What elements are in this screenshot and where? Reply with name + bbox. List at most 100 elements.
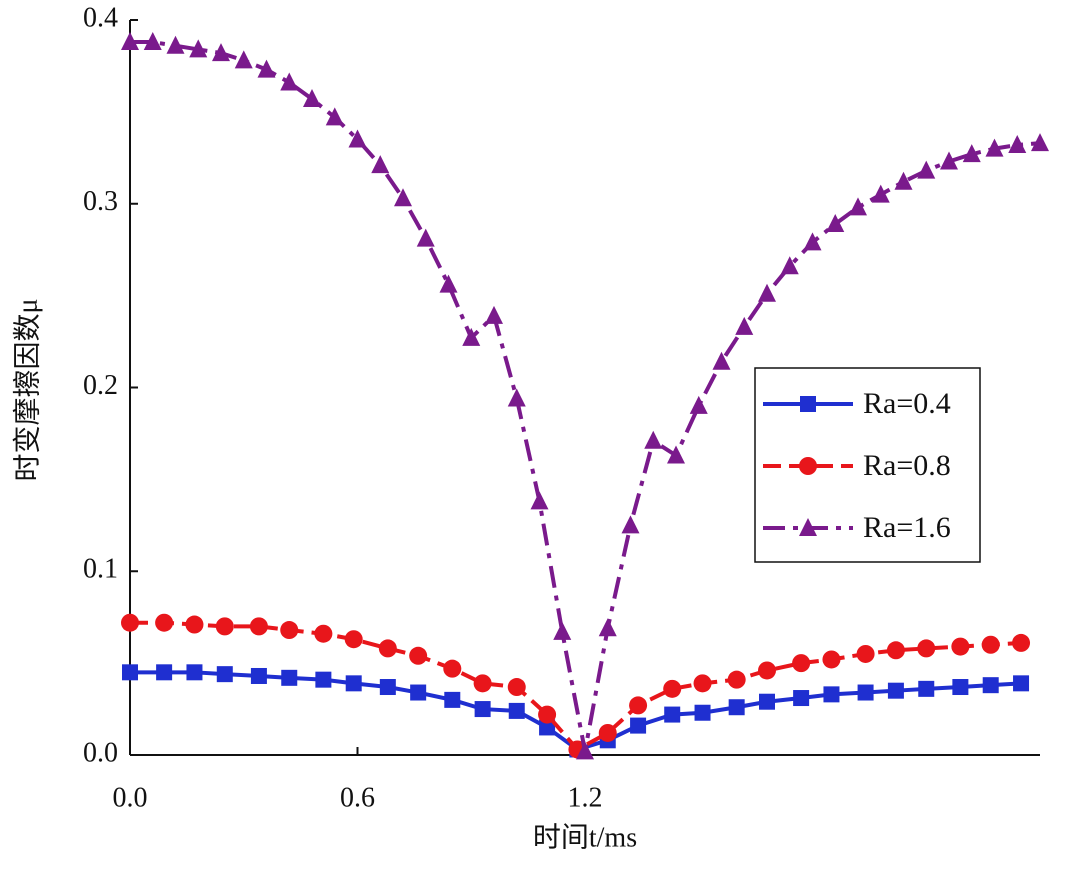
marker — [644, 430, 663, 449]
marker — [576, 741, 594, 760]
marker — [216, 666, 233, 683]
x-tick-label: 0.6 — [340, 782, 375, 813]
marker — [826, 213, 845, 232]
marker — [799, 518, 817, 536]
x-axis-label: 时间t/ms — [533, 821, 637, 853]
marker — [325, 107, 344, 126]
marker — [410, 684, 427, 701]
marker — [121, 613, 139, 632]
marker — [894, 171, 913, 190]
marker — [728, 699, 745, 716]
marker — [1008, 134, 1027, 153]
y-tick-label: 0.0 — [83, 737, 118, 768]
marker — [871, 184, 890, 203]
legend-label: Ra=0.8 — [863, 449, 951, 482]
marker — [940, 151, 958, 170]
marker — [553, 621, 572, 640]
marker — [156, 664, 173, 681]
marker — [857, 684, 874, 701]
marker — [530, 491, 549, 510]
marker — [759, 693, 775, 710]
y-tick-label: 0.3 — [83, 186, 118, 217]
marker — [485, 305, 503, 324]
marker — [257, 59, 276, 78]
marker — [189, 39, 208, 58]
marker — [281, 669, 298, 686]
marker — [664, 706, 681, 723]
marker — [849, 197, 867, 216]
y-tick-label: 0.2 — [83, 370, 118, 401]
marker — [473, 674, 492, 693]
marker — [962, 144, 981, 163]
marker — [1031, 133, 1049, 152]
legend-label: Ra=0.4 — [863, 387, 951, 420]
marker — [693, 674, 712, 693]
marker — [803, 232, 822, 251]
y-tick-label: 0.4 — [83, 2, 118, 33]
marker — [345, 675, 362, 692]
marker — [155, 613, 174, 632]
marker — [507, 678, 526, 697]
marker — [630, 717, 647, 734]
marker — [474, 701, 491, 718]
marker — [314, 624, 333, 643]
marker — [508, 702, 525, 719]
marker — [856, 644, 875, 663]
marker — [185, 615, 204, 634]
marker — [371, 155, 390, 174]
marker — [663, 679, 682, 698]
marker — [122, 664, 138, 681]
marker — [792, 654, 811, 673]
marker — [694, 704, 711, 721]
marker — [823, 686, 840, 703]
x-tick-label: 1.2 — [568, 782, 603, 813]
marker — [379, 679, 396, 696]
x-tick-label: 0.0 — [113, 782, 148, 813]
marker — [981, 635, 1000, 654]
marker — [1012, 633, 1031, 652]
marker — [758, 283, 776, 302]
marker — [629, 696, 648, 715]
marker — [822, 650, 841, 669]
marker — [280, 621, 299, 640]
marker — [952, 679, 969, 696]
marker — [598, 618, 617, 637]
marker — [186, 664, 203, 681]
marker — [793, 690, 810, 707]
marker — [394, 188, 412, 207]
marker — [800, 396, 816, 412]
marker — [507, 388, 526, 407]
marker — [143, 32, 162, 51]
marker — [249, 617, 268, 636]
marker — [121, 32, 139, 51]
marker — [538, 705, 557, 724]
marker — [758, 661, 776, 680]
marker — [166, 35, 185, 54]
marker — [918, 680, 935, 697]
legend-label: Ra=1.6 — [863, 511, 951, 544]
marker — [799, 457, 817, 475]
marker — [712, 351, 731, 370]
marker — [439, 274, 458, 293]
marker — [315, 671, 332, 688]
marker — [344, 630, 363, 649]
marker — [598, 723, 617, 742]
y-tick-label: 0.1 — [83, 554, 118, 585]
marker — [886, 641, 905, 660]
marker — [409, 646, 428, 665]
marker — [887, 682, 904, 699]
marker — [250, 667, 267, 684]
marker — [416, 228, 435, 247]
series-line — [130, 620, 1022, 753]
marker — [917, 160, 936, 179]
marker — [443, 659, 462, 678]
marker — [667, 445, 685, 464]
marker — [280, 72, 299, 91]
marker — [378, 639, 397, 658]
marker — [621, 515, 640, 534]
marker — [727, 670, 746, 689]
marker — [215, 617, 234, 636]
marker — [951, 637, 970, 656]
